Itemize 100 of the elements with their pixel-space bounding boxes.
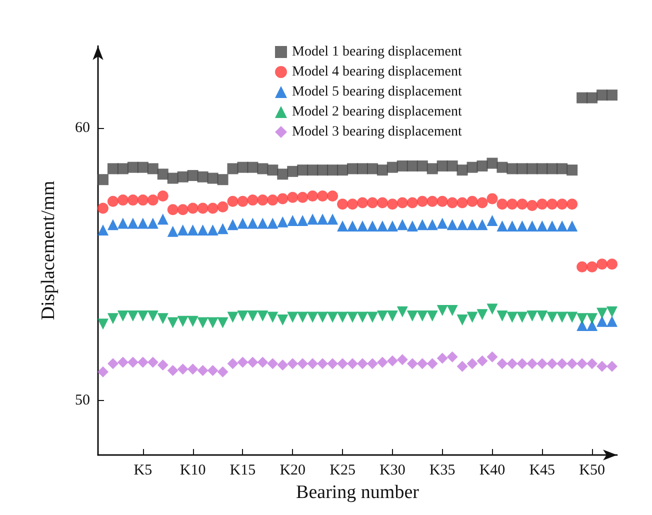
point: [466, 358, 478, 370]
point: [476, 197, 488, 208]
point: [147, 310, 158, 322]
point: [117, 163, 128, 174]
point: [317, 358, 328, 370]
point: [337, 198, 348, 210]
point: [177, 204, 188, 216]
point: [157, 190, 168, 202]
point: [466, 162, 478, 173]
point: [406, 197, 418, 208]
point: [396, 354, 408, 366]
point: [536, 198, 548, 210]
point: [207, 224, 218, 236]
point: [536, 310, 548, 322]
point: [506, 312, 518, 323]
point: [177, 316, 188, 327]
point: [327, 164, 338, 176]
point: [376, 356, 388, 368]
point: [347, 358, 358, 370]
x-tick-label: K35: [429, 462, 456, 478]
point: [426, 219, 438, 230]
point: [566, 164, 578, 176]
point: [556, 220, 568, 232]
point: [386, 162, 398, 173]
point: [327, 190, 338, 202]
point: [576, 358, 588, 370]
point: [476, 355, 488, 366]
point: [277, 314, 288, 326]
point: [496, 310, 508, 322]
point: [376, 310, 388, 322]
point: [396, 197, 408, 208]
point: [406, 358, 418, 370]
point: [596, 316, 608, 327]
x-tick-label: K20: [280, 462, 306, 478]
point: [496, 358, 508, 370]
point: [416, 219, 428, 230]
point: [327, 312, 338, 323]
point: [376, 164, 388, 176]
point: [456, 360, 468, 372]
point: [227, 358, 238, 370]
point: [366, 163, 378, 174]
point: [217, 366, 228, 378]
point: [147, 356, 158, 368]
point: [277, 168, 288, 180]
point: [247, 162, 258, 173]
point: [117, 310, 128, 322]
point: [317, 214, 328, 225]
point: [596, 360, 608, 372]
point: [287, 312, 298, 323]
point: [117, 218, 128, 229]
point: [217, 201, 228, 212]
point: [576, 313, 588, 324]
point: [396, 160, 408, 172]
legend-label: Model 3 bearing displacement: [292, 124, 462, 140]
point: [366, 358, 378, 370]
point: [486, 351, 498, 362]
point: [257, 218, 268, 229]
point: [297, 358, 308, 370]
point: [356, 312, 368, 323]
point: [267, 164, 278, 176]
point: [137, 194, 148, 206]
point: [97, 224, 108, 236]
point: [147, 194, 158, 206]
legend-label: Model 5 bearing displacement: [292, 84, 462, 100]
point: [157, 313, 168, 324]
point: [506, 198, 518, 210]
point: [466, 312, 478, 323]
point: [556, 312, 568, 323]
point: [466, 219, 478, 230]
point: [337, 220, 348, 232]
point: [376, 220, 388, 232]
point: [366, 197, 378, 208]
point: [496, 198, 508, 210]
point: [177, 364, 188, 375]
point: [486, 193, 498, 204]
point: [546, 358, 558, 370]
point: [586, 358, 598, 370]
point: [426, 358, 438, 370]
point: [446, 197, 458, 208]
legend-label: Model 2 bearing displacement: [292, 104, 462, 120]
point: [386, 220, 398, 232]
point: [107, 163, 118, 174]
point: [347, 220, 358, 232]
point: [366, 220, 378, 232]
point: [207, 317, 218, 328]
point: [386, 310, 398, 322]
point: [606, 306, 618, 318]
point: [267, 312, 278, 323]
point: [436, 196, 448, 207]
point: [98, 202, 108, 214]
point: [137, 310, 148, 322]
point: [546, 198, 558, 210]
point: [147, 163, 158, 174]
point: [486, 304, 498, 315]
point: [347, 163, 358, 174]
x-tick-label: K25: [330, 462, 356, 478]
point: [137, 218, 148, 229]
point: [257, 356, 268, 368]
point: [576, 320, 588, 331]
x-axis-title: Bearing number: [296, 482, 420, 503]
